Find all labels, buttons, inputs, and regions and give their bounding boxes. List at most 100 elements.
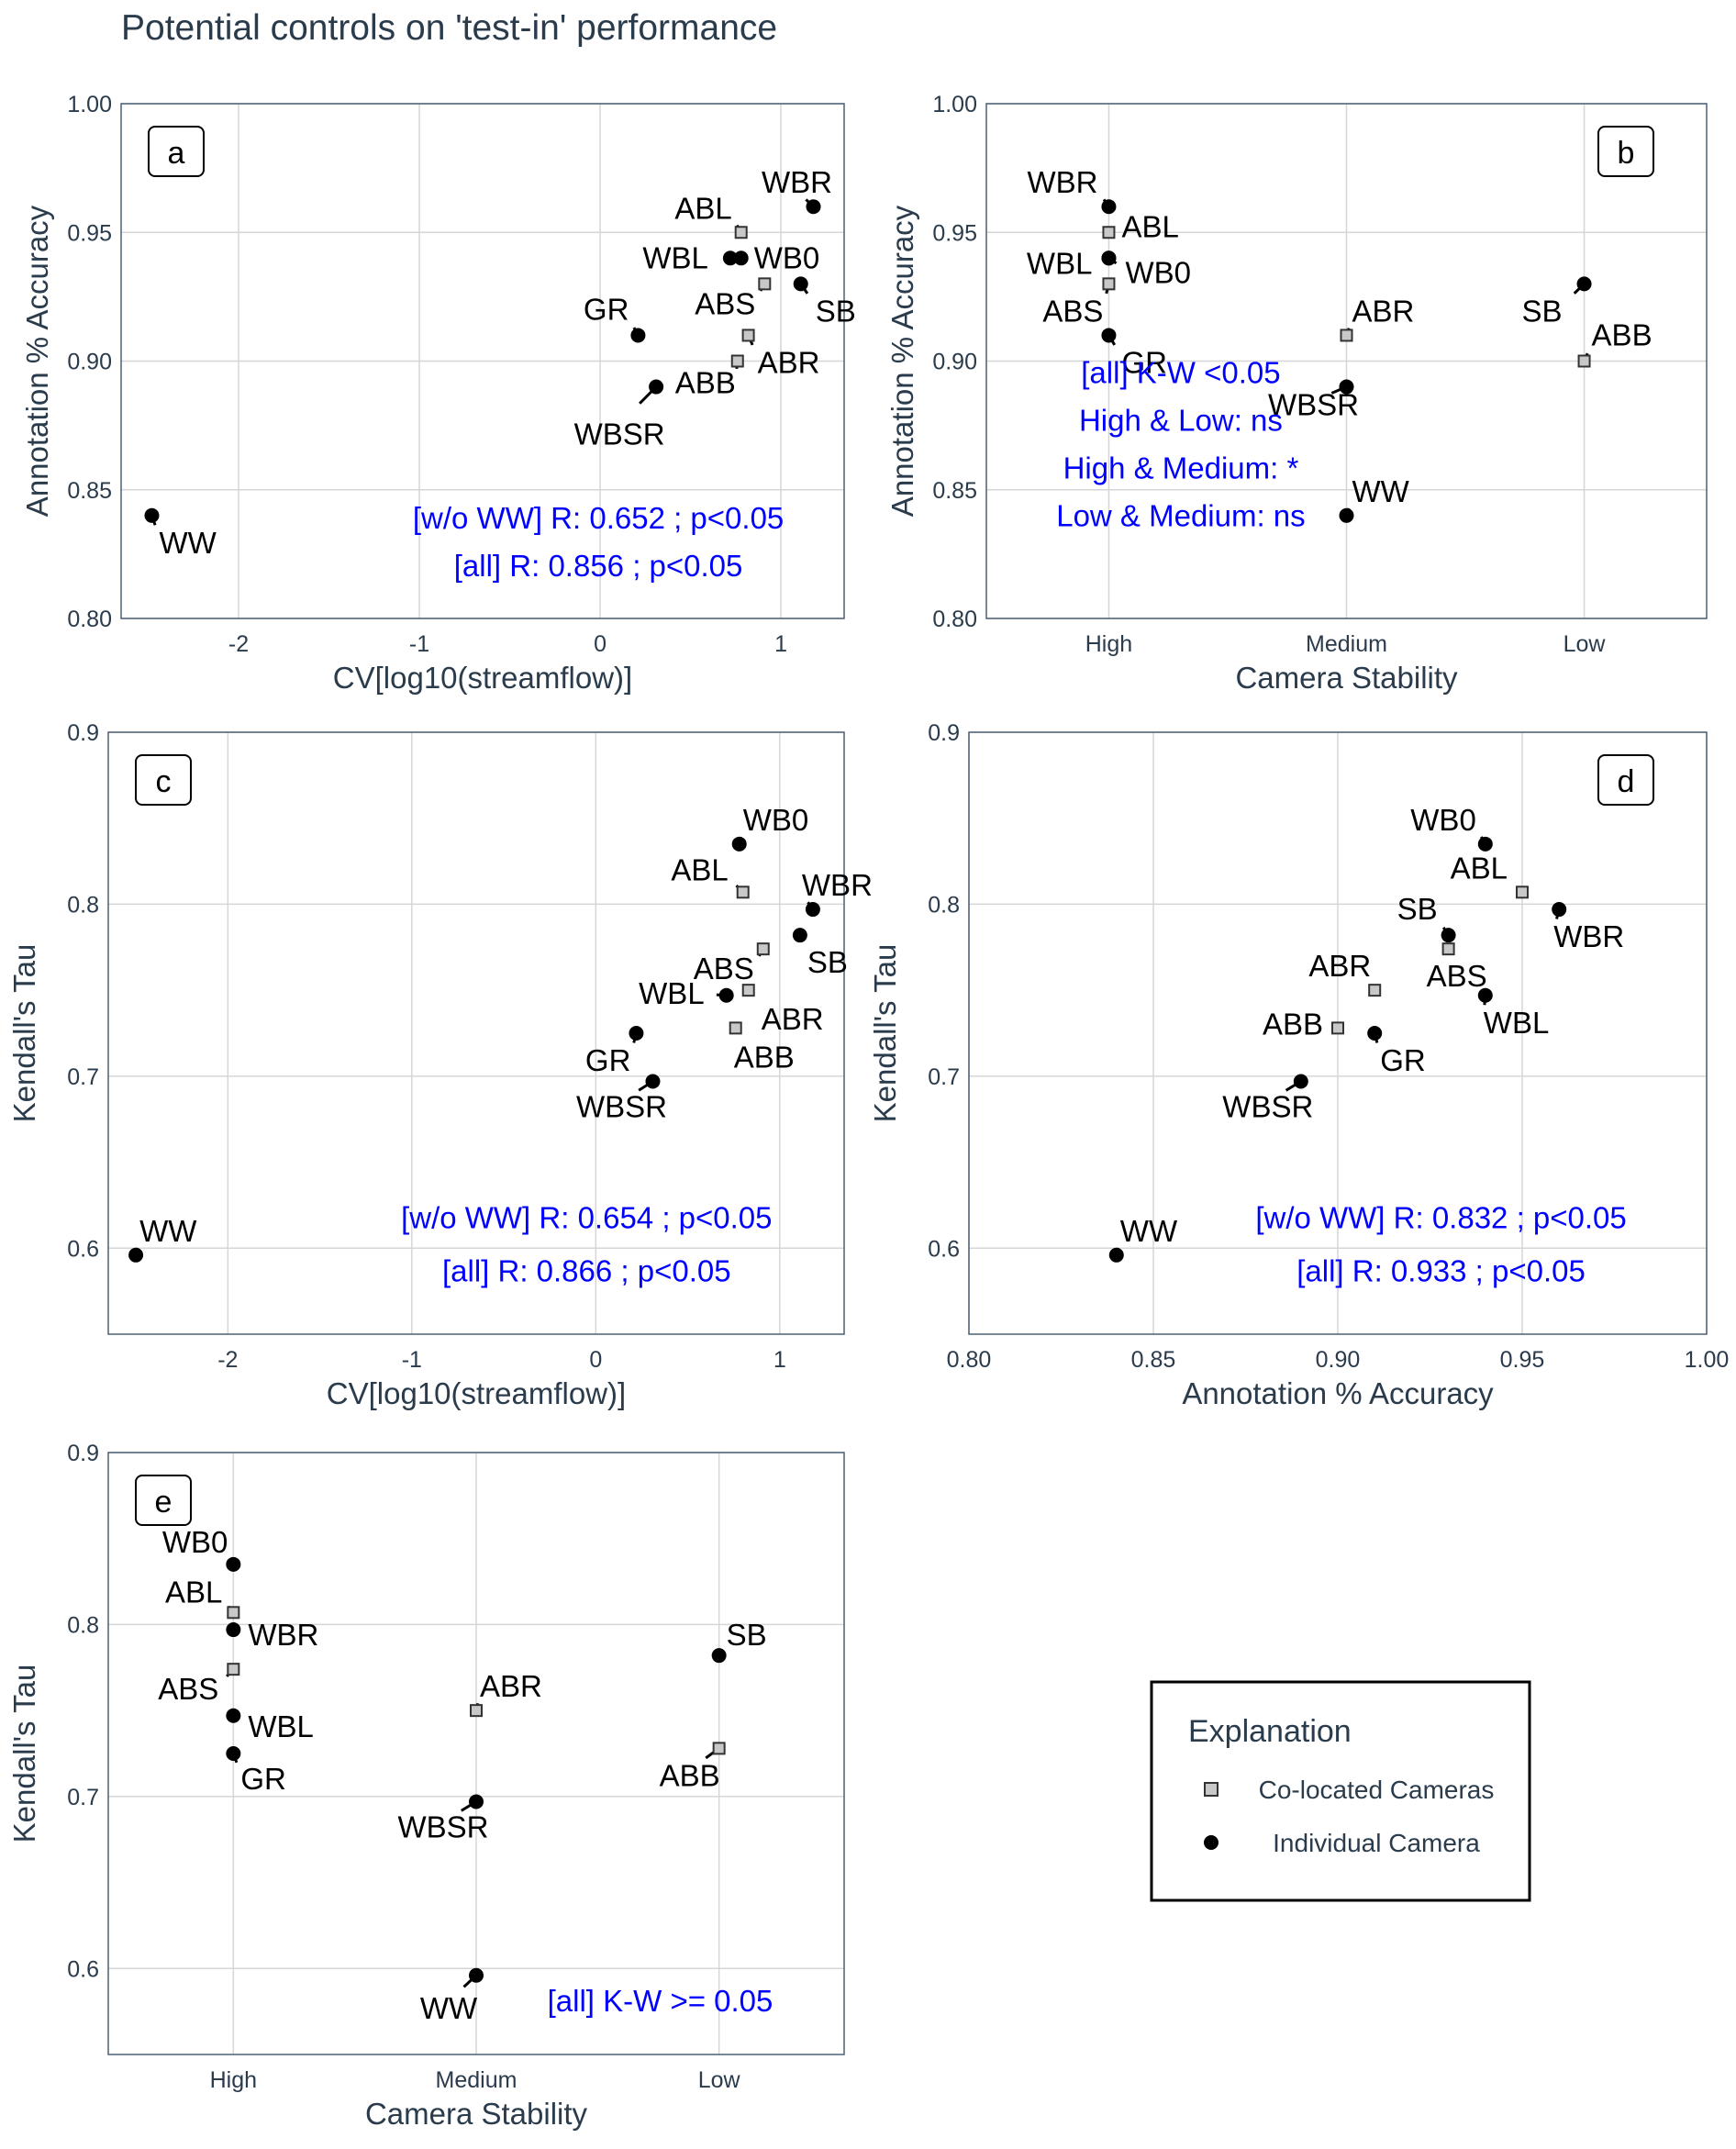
point-label: SB <box>816 294 856 328</box>
panel-b: High Medium Low 0.80 0.85 0.90 0.95 1.00 Camera … <box>885 92 1708 695</box>
point-label: WBR <box>248 1618 318 1652</box>
point-label: ABL <box>674 191 731 225</box>
point-label: ABL <box>671 852 728 886</box>
point-label: GR <box>240 1762 286 1796</box>
point-label: WB0 <box>1125 255 1191 289</box>
point-label: SB <box>807 945 848 979</box>
panel-a: -2 -1 0 1 0.80 0.85 0.90 0.95 1.00 CV[log10(strea… <box>20 92 856 695</box>
y-tick-label: 0.6 <box>67 1236 99 1262</box>
point-label: WBR <box>762 165 832 199</box>
legend-circle-marker <box>1204 1835 1219 1850</box>
co-located-marker-ABB <box>712 1742 726 1755</box>
legend-square-marker <box>1204 1782 1219 1797</box>
point-label: ABB <box>1263 1007 1323 1041</box>
point-label: WBR <box>802 868 873 902</box>
y-axis-title: Kendall's Tau <box>868 944 902 1123</box>
x-axis-title: Camera Stability <box>1235 661 1458 695</box>
x-tick-label: Low <box>1564 631 1607 657</box>
point-label: ABB <box>675 366 736 400</box>
point-label: WB0 <box>1410 803 1476 837</box>
individual-marker-WBR <box>806 199 821 215</box>
point-label: WW <box>420 1991 478 2025</box>
legend-entry-label: Co-located Cameras <box>1259 1776 1495 1804</box>
point-label: WBR <box>1553 919 1624 953</box>
x-axis-title: Camera Stability <box>365 2097 588 2131</box>
co-located-marker-ABS <box>1102 277 1116 291</box>
co-located-marker-ABL <box>227 1606 240 1620</box>
individual-marker-WBSR <box>1293 1074 1308 1089</box>
stat-annotation: [all] R: 0.866 ; p<0.05 <box>442 1254 731 1288</box>
x-tick-label: Medium <box>1306 631 1387 657</box>
y-tick-label: 0.8 <box>67 1612 99 1638</box>
individual-marker-WBL <box>718 987 734 1003</box>
stat-annotation: [w/o WW] R: 0.652 ; p<0.05 <box>413 501 784 535</box>
x-tick-label: 0.85 <box>1131 1347 1176 1373</box>
individual-marker-GR <box>1101 328 1117 343</box>
individual-marker-WW <box>469 1967 484 1983</box>
point-label: ABB <box>660 1758 720 1792</box>
point-label: WBL <box>248 1709 314 1743</box>
point-label: WBSR <box>574 418 665 451</box>
point-label: WBL <box>1027 246 1093 280</box>
individual-marker-WB0 <box>733 251 749 266</box>
stat-annotation: Low & Medium: ns <box>1056 498 1305 532</box>
individual-marker-WW <box>144 507 160 523</box>
individual-marker-SB <box>793 276 808 292</box>
x-tick-label: Low <box>698 2067 741 2093</box>
co-located-marker-ABR <box>470 1704 483 1718</box>
point-label: SB <box>1522 294 1563 328</box>
legend-title: Explanation <box>1188 1714 1352 1749</box>
x-axis-title: Annotation % Accuracy <box>1182 1376 1494 1410</box>
point-label: SB <box>727 1618 767 1652</box>
point-label: GR <box>584 292 629 326</box>
individual-marker-WBSR <box>469 1794 484 1809</box>
point-label: ABR <box>758 345 820 379</box>
y-tick-label: 0.8 <box>928 892 960 918</box>
individual-marker-WBSR <box>1339 379 1354 395</box>
individual-marker-GR <box>226 1746 241 1761</box>
y-tick-label: 1.00 <box>932 92 977 117</box>
co-located-marker-ABL <box>734 226 748 239</box>
stat-annotation: [w/o WW] R: 0.654 ; p<0.05 <box>401 1201 772 1235</box>
co-located-marker-ABR <box>1340 328 1353 342</box>
point-label: WB0 <box>162 1525 228 1559</box>
stat-annotation: [all] K-W >= 0.05 <box>548 1984 773 2018</box>
panel-tag-box <box>148 126 205 177</box>
co-located-marker-ABS <box>758 277 772 291</box>
x-tick-label: High <box>210 2067 257 2093</box>
individual-marker-SB <box>711 1648 727 1664</box>
co-located-marker-ABS <box>756 942 770 956</box>
y-tick-label: 0.6 <box>67 1956 99 1982</box>
point-label: ABR <box>480 1669 542 1703</box>
y-axis-title: Kendall's Tau <box>7 1665 41 1843</box>
figure-title: Potential controls on 'test-in' performa… <box>121 8 778 48</box>
panel-frame <box>107 731 845 1335</box>
stat-annotation: [w/o WW] R: 0.832 ; p<0.05 <box>1255 1201 1626 1235</box>
individual-marker-WW <box>1339 507 1354 523</box>
panel-frame <box>968 731 1708 1335</box>
individual-marker-WBL <box>226 1708 241 1723</box>
x-tick-label: Medium <box>436 2067 517 2093</box>
point-label: ABS <box>1427 959 1487 993</box>
point-label: ABR <box>762 1002 824 1036</box>
x-tick-label: 1 <box>773 1347 786 1373</box>
individual-marker-WBSR <box>645 1074 661 1089</box>
panel-tag: d <box>1618 764 1635 799</box>
x-axis-title: CV[log10(streamflow)] <box>333 661 632 695</box>
panel-tag: c <box>156 764 172 799</box>
individual-marker-SB <box>1441 928 1456 943</box>
point-label: WBL <box>1484 1006 1550 1040</box>
individual-marker-WBR <box>1552 902 1567 918</box>
point-label: ABR <box>1308 949 1371 983</box>
legend-entry-label: Individual Camera <box>1273 1829 1480 1857</box>
point-label: WBSR <box>1222 1089 1313 1123</box>
panel-d: 0.80 0.85 0.90 0.95 1.00 0.6 0.7 0.8 0.9 Annotati… <box>868 720 1729 1410</box>
x-tick-label: -1 <box>409 631 429 657</box>
co-located-marker-ABR <box>1368 984 1382 997</box>
panel-frame <box>120 103 845 619</box>
stat-annotation: [all] R: 0.933 ; p<0.05 <box>1296 1254 1586 1288</box>
y-tick-label: 0.85 <box>932 478 977 504</box>
point-label: SB <box>1397 892 1438 926</box>
point-label: WBL <box>642 240 708 274</box>
